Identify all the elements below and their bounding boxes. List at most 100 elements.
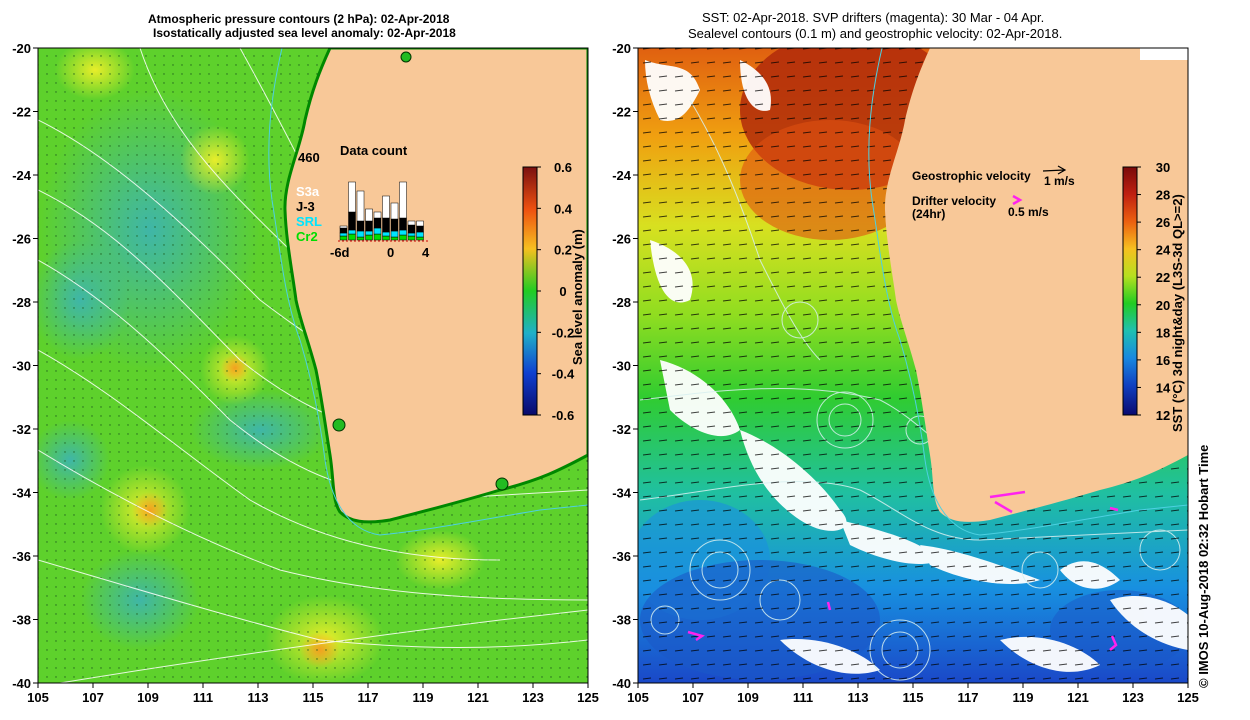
left-x-tick: 111 [193,690,213,705]
left-y-tick: -22 [12,105,31,120]
right-x-tick: 113 [848,690,869,705]
left-y-axis: -20 -22 -24 -26 -28 -30 -32 -34 -36 -38 -40 [12,41,38,691]
colorbar-tick: 22 [1156,270,1170,285]
data-count-bar [348,229,356,235]
right-x-tick: 119 [1013,690,1034,705]
right-x-tick: 115 [903,690,924,705]
data-count-bar [407,232,416,237]
data-count-bar [356,230,365,238]
colorbar-tick: 24 [1156,243,1171,258]
colorbar-tick: 12 [1156,408,1170,423]
colorbar-tick: 0.6 [554,160,572,175]
geo-vel-scale: 1 m/s [1044,174,1075,188]
right-y-tick: -32 [612,422,631,437]
sst-colorbar-label: SST (°C) 3d night&day (L3S-3d QL>=2) [1170,194,1185,432]
left-x-tick: 117 [358,690,379,705]
data-count-bar [416,220,424,227]
colorbar-tick: 20 [1156,298,1170,313]
left-y-tick: -36 [12,549,31,564]
colorbar-tick: 16 [1156,353,1170,368]
left-y-tick: -28 [12,295,31,310]
legend-s3a: S3a [296,184,320,199]
drifter-vel-label: Drifter velocity [912,194,996,208]
drifter-tracks [687,490,1119,651]
data-count-max: 460 [298,150,320,165]
left-x-tick: 119 [413,690,434,705]
colorbar-tick: 28 [1156,188,1170,203]
right-y-tick: -24 [612,168,632,183]
colorbar-tick: 26 [1156,215,1170,230]
legend-j3: J-3 [296,199,315,214]
right-x-tick: 111 [793,690,813,705]
data-count-bar [399,229,407,236]
colorbar-tick: 0.4 [554,201,573,216]
geo-vel-label: Geostrophic velocity [912,169,1031,183]
right-x-tick: 125 [1177,690,1199,705]
left-y-tick: -20 [12,41,31,56]
colorbar-tick: 18 [1156,325,1170,340]
left-x-tick: 109 [137,690,159,705]
left-y-tick: -34 [12,486,32,501]
data-count-bar [356,236,365,241]
left-x-tick: 123 [522,690,544,705]
data-count-bar [382,235,390,241]
drifter-vel-sub: (24hr) [912,207,945,221]
right-y-axis: -20 -22 -24 -26 -28 -30 -32 -34 -36 -38 -40 [612,41,638,691]
data-count-bar [382,231,390,237]
data-count-bar [399,217,407,231]
data-count-x0: -6d [330,245,350,260]
left-x-tick: 105 [27,690,49,705]
left-y-tick: -30 [12,359,31,374]
data-count-bar [373,211,382,219]
data-count-bar [382,217,390,233]
right-x-tick: 123 [1122,690,1144,705]
colorbar-tick: 0 [559,284,566,299]
data-count-bar [373,227,382,235]
data-count-bar [416,236,424,241]
data-count-bar [399,234,407,241]
right-y-tick: -26 [612,232,631,247]
colorbar-tick: -0.6 [552,408,574,423]
right-title-line1: SST: 02-Apr-2018. SVP drifters (magenta)… [702,10,1045,25]
data-count-bar [390,202,399,220]
right-y-tick: -22 [612,105,631,120]
left-x-tick: 115 [303,690,324,705]
data-count-bar [373,233,382,241]
data-count-bar [407,220,416,226]
right-x-tick: 107 [682,690,704,705]
data-count-bar [356,220,365,232]
data-count-bar [339,235,348,241]
right-y-tick: -20 [612,41,631,56]
data-count-x1: 0 [387,245,394,260]
left-y-tick: -40 [12,676,31,691]
data-count-inset: Data count 460 -6d 0 4 S3a J-3 SRL Cr2 [296,143,430,260]
left-x-axis: 105 107 109 111 113 115 117 119 121 123 125 [27,683,599,705]
right-x-tick: 117 [958,690,979,705]
data-count-bar [390,230,399,238]
left-title-line2: Isostatically adjusted sea level anomaly… [153,26,456,40]
data-count-bar [373,217,382,229]
right-y-tick: -36 [612,549,631,564]
data-count-bar [382,195,390,219]
data-count-bar [390,218,399,232]
right-y-tick: -28 [612,295,631,310]
right-x-axis: 105 107 109 111 113 115 117 119 121 123 125 [627,683,1199,705]
colorbar-tick: -0.4 [552,367,575,382]
left-map-area [38,48,588,683]
legend-srl: SRL [296,214,322,229]
data-count-bar [365,208,373,222]
velocity-legend: Geostrophic velocity 1 m/s Drifter veloc… [912,165,1075,221]
right-x-tick: 121 [1067,690,1089,705]
data-count-bar [365,230,373,236]
data-count-bar [365,234,373,241]
right-x-tick: 109 [737,690,759,705]
sla-colorbar: 0.6 0.4 0.2 0 -0.2 -0.4 -0.6 Sea level anomaly… [522,160,585,423]
data-count-bar [339,227,348,234]
data-count-title: Data count [340,143,408,158]
left-x-tick: 113 [248,690,269,705]
left-y-tick: -26 [12,232,31,247]
sst-colorbar: 30 28 26 24 22 20 18 16 14 12 SST (°C) 3d night&d… [1122,160,1185,432]
right-y-tick: -38 [612,613,631,628]
left-y-tick: -32 [12,422,31,437]
